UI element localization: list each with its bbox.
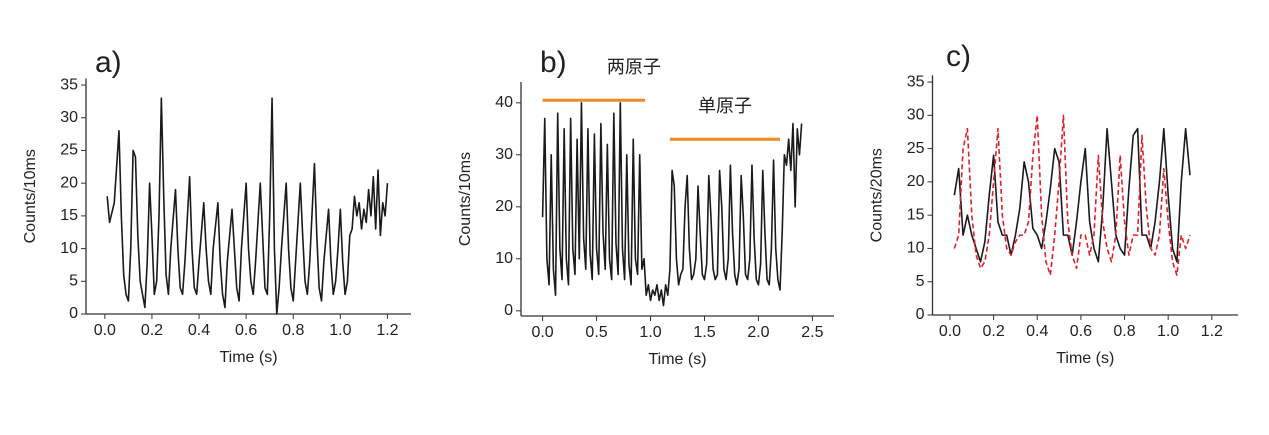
x-tick-label: 0.0 xyxy=(939,323,961,340)
x-axis-label: Time (s) xyxy=(1056,350,1114,367)
y-tick-label: 35 xyxy=(60,76,78,93)
x-tick-label: 2.5 xyxy=(801,324,823,341)
y-tick-label: 15 xyxy=(60,207,78,224)
x-tick-label: 0.2 xyxy=(141,322,163,339)
panel-title: b) xyxy=(540,46,567,79)
y-tick-label: 0 xyxy=(69,305,78,322)
x-tick-label: 0.5 xyxy=(585,324,607,341)
x-tick-label: 0.2 xyxy=(982,323,1004,340)
y-tick-label: 10 xyxy=(60,240,78,257)
x-tick-label: 1.5 xyxy=(693,324,715,341)
panel-title: c) xyxy=(946,40,971,73)
y-tick-label: 30 xyxy=(60,109,78,126)
annotation: 两原子 xyxy=(607,57,661,77)
y-axis-label: Counts/20ms xyxy=(869,148,886,242)
y-tick-label: 20 xyxy=(907,173,925,190)
y-tick-label: 10 xyxy=(495,250,513,267)
y-tick-label: 40 xyxy=(495,94,513,111)
y-tick-label: 25 xyxy=(60,142,78,159)
y-tick-label: 15 xyxy=(907,206,925,223)
y-tick-label: 20 xyxy=(495,198,513,215)
y-tick-label: 0 xyxy=(916,306,925,323)
y-tick-label: 30 xyxy=(907,107,925,124)
x-tick-label: 0.6 xyxy=(235,322,257,339)
data-line xyxy=(953,114,1191,276)
y-axis-label: Counts/10ms xyxy=(457,152,474,246)
annotation: 单原子 xyxy=(698,96,752,116)
data-line xyxy=(953,127,1191,263)
y-tick-label: 5 xyxy=(69,273,78,290)
panel-title: a) xyxy=(95,46,122,79)
y-tick-label: 25 xyxy=(907,140,925,157)
x-tick-label: 0.4 xyxy=(1026,323,1048,340)
y-tick-label: 10 xyxy=(907,240,925,257)
y-tick-label: 5 xyxy=(916,273,925,290)
y-tick-label: 20 xyxy=(60,174,78,191)
x-axis-label: Time (s) xyxy=(219,349,277,366)
x-tick-label: 0.8 xyxy=(1113,323,1135,340)
y-axis-label: Counts/10ms xyxy=(22,149,39,243)
x-tick-label: 1.0 xyxy=(1157,323,1179,340)
x-tick-label: 0.0 xyxy=(94,322,116,339)
x-tick-label: 1.2 xyxy=(1201,323,1223,340)
x-tick-label: 1.0 xyxy=(639,324,661,341)
y-tick-label: 30 xyxy=(495,146,513,163)
y-tick-label: 0 xyxy=(504,302,513,319)
x-tick-label: 0.4 xyxy=(188,322,210,339)
x-tick-label: 2.0 xyxy=(747,324,769,341)
x-tick-label: 0.6 xyxy=(1070,323,1092,340)
data-line xyxy=(541,102,803,307)
y-tick-label: 35 xyxy=(907,73,925,90)
x-tick-label: 1.2 xyxy=(376,322,398,339)
x-tick-label: 0.8 xyxy=(282,322,304,339)
x-axis-label: Time (s) xyxy=(648,351,706,368)
x-tick-label: 1.0 xyxy=(329,322,351,339)
data-line xyxy=(106,97,389,315)
x-tick-label: 0.0 xyxy=(531,324,553,341)
